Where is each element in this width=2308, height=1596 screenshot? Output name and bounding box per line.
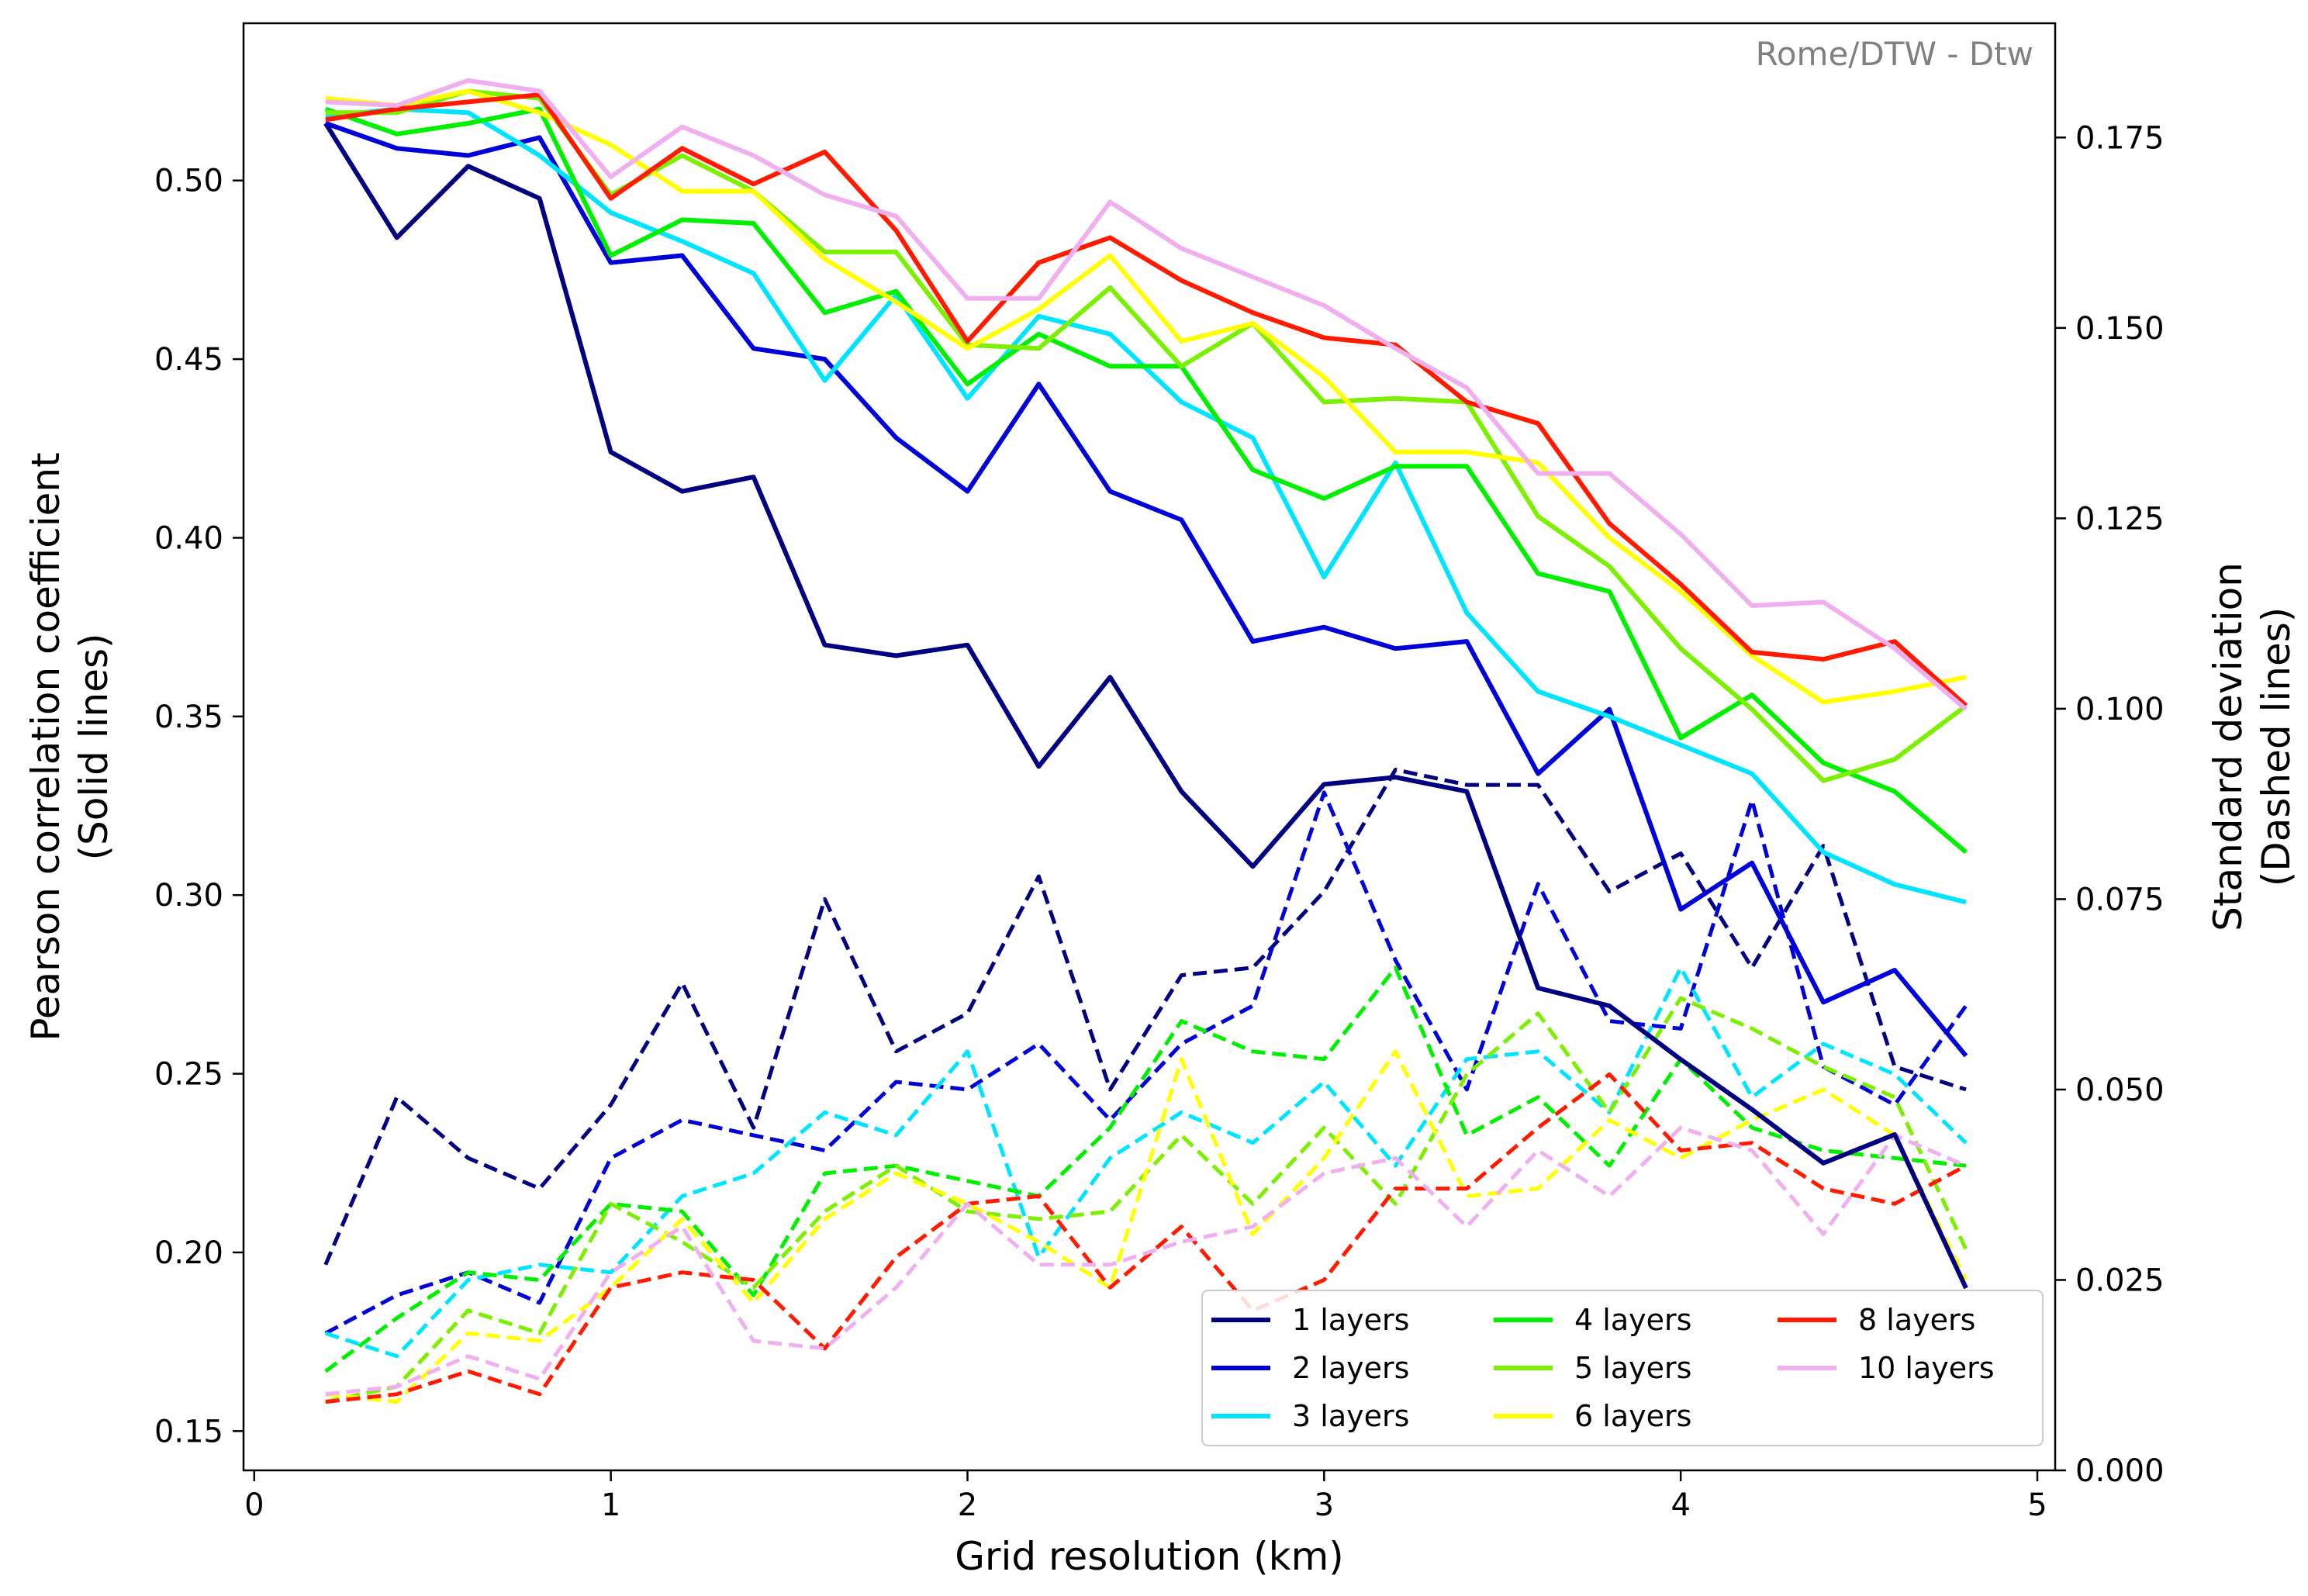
series-std-3-layers <box>325 966 1968 1359</box>
legend-label: 2 layers <box>1292 1351 1409 1385</box>
legend-entry-2-layers: 2 layers <box>1211 1351 1409 1385</box>
series-layer <box>323 78 1968 1404</box>
y-right-tick-label: 0.025 <box>2075 1263 2165 1298</box>
x-tick-label: 4 <box>1671 1487 1690 1523</box>
y-right-tick-label: 0.050 <box>2075 1073 2165 1108</box>
series-std-1-layers <box>323 768 1967 1266</box>
y-axis-label-right-line2: (Dashed lines) <box>2254 607 2299 887</box>
legend-entry-1-layers: 1 layers <box>1211 1303 1409 1337</box>
y-axis-label-left-line1: Pearson correlation coefficient <box>23 452 68 1041</box>
series-pearson-2-layers <box>324 121 1968 1058</box>
legend-label: 8 layers <box>1858 1303 1975 1337</box>
legend-entry-10-layers: 10 layers <box>1778 1351 1995 1385</box>
legend-entry-3-layers: 3 layers <box>1211 1399 1409 1433</box>
legend-label: 4 layers <box>1574 1303 1691 1337</box>
y-right-tick-label: 0.100 <box>2075 692 2165 727</box>
x-tick-label: 2 <box>958 1487 977 1523</box>
y-left-tick-label: 0.40 <box>154 520 223 556</box>
y-left-tick-label: 0.20 <box>154 1235 223 1271</box>
x-tick-label: 0 <box>244 1487 264 1523</box>
y-right-tick-label: 0.150 <box>2075 311 2165 347</box>
y-right-tick-label: 0.125 <box>2075 501 2165 537</box>
x-tick-label: 1 <box>601 1487 620 1523</box>
series-pearson-4-layers <box>324 106 1968 855</box>
x-tick-label: 5 <box>2027 1487 2047 1523</box>
y-axis-label-right: Standard deviation (Dashed lines) <box>2206 562 2299 931</box>
legend-label: 1 layers <box>1292 1303 1409 1337</box>
legend-entry-8-layers: 8 layers <box>1778 1303 1975 1337</box>
right-y-ticks: 0.000 0.025 0.050 0.075 0.100 0.125 0.150 0.175 <box>2055 120 2165 1489</box>
chart-annotation: Rome/DTW - Dtw <box>1756 35 2033 73</box>
plot-area <box>244 23 2055 1470</box>
legend-entry-6-layers: 6 layers <box>1494 1399 1691 1433</box>
legend-entry-5-layers: 5 layers <box>1494 1351 1691 1385</box>
legend-label: 3 layers <box>1292 1399 1409 1433</box>
y-axis-label-right-line1: Standard deviation <box>2206 562 2251 931</box>
legend-entry-4-layers: 4 layers <box>1494 1303 1691 1337</box>
left-y-ticks: 0.15 0.20 0.25 0.30 0.35 0.40 0.45 0.50 <box>154 164 244 1449</box>
y-axis-label-left-line2: (Solid lines) <box>71 633 116 860</box>
series-std-6-layers <box>325 1049 1968 1404</box>
series-pearson-10-layers <box>325 78 1968 711</box>
y-left-tick-label: 0.15 <box>154 1414 223 1449</box>
y-right-tick-label: 0.000 <box>2075 1453 2165 1489</box>
legend-entries: 1 layers 2 layers 3 layers 4 layers 5 layers… <box>1211 1303 1995 1433</box>
y-axis-label-left: Pearson correlation coefficient (Solid l… <box>23 452 116 1041</box>
legend: 1 layers 2 layers 3 layers 4 layers 5 layers… <box>1201 1290 2044 1446</box>
legend-box <box>1201 1290 2044 1446</box>
y-left-tick-label: 0.30 <box>154 878 223 914</box>
plot-frame <box>242 22 2057 1472</box>
y-left-tick-label: 0.25 <box>154 1057 223 1093</box>
y-right-tick-label: 0.175 <box>2075 120 2165 156</box>
y-right-tick-label: 0.075 <box>2075 882 2165 917</box>
x-axis-label: Grid resolution (km) <box>955 1534 1344 1579</box>
series-pearson-8-layers <box>325 92 1968 708</box>
series-std-10-layers <box>325 1125 1967 1397</box>
series-pearson-6-layers <box>325 88 1967 705</box>
y-left-tick-label: 0.50 <box>154 164 223 199</box>
y-left-tick-label: 0.45 <box>154 342 223 378</box>
series-std-8-layers <box>325 1072 1968 1404</box>
x-ticks: 0 1 2 3 4 5 <box>244 1470 2047 1523</box>
series-pearson-1-layers <box>323 122 1968 1290</box>
legend-label: 5 layers <box>1574 1351 1691 1385</box>
legend-label: 6 layers <box>1574 1399 1691 1433</box>
legend-label: 10 layers <box>1858 1351 1995 1385</box>
x-tick-label: 3 <box>1315 1487 1334 1523</box>
y-left-tick-label: 0.35 <box>154 700 223 735</box>
